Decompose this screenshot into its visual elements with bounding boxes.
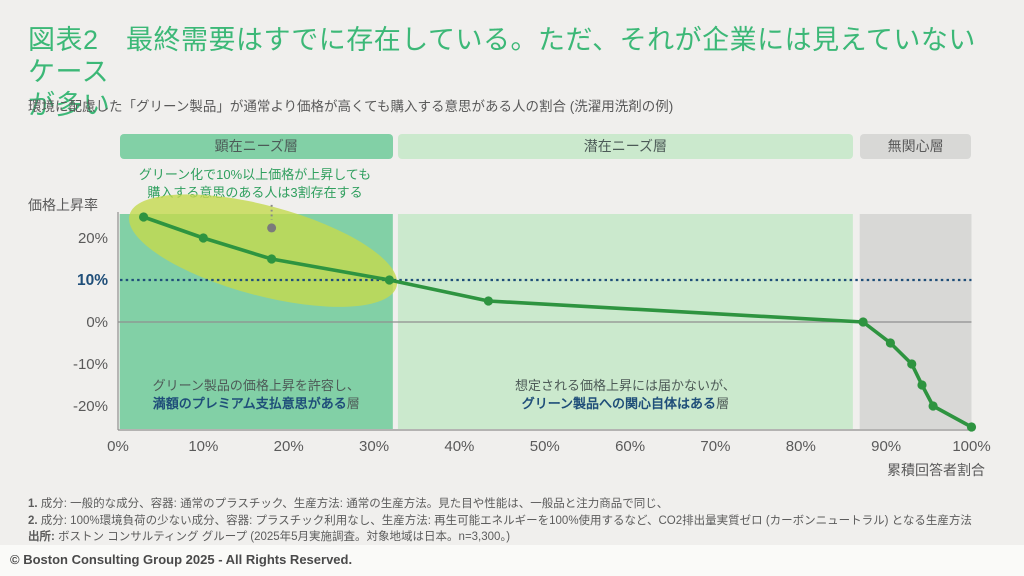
callout-annotation: グリーン化で10%以上価格が上昇しても 購入する意思のある人は3割存在する [134, 166, 376, 201]
zone1-caption: グリーン製品の価格上昇を許容し、 満額のプレミアム支払意思がある層 [125, 377, 387, 413]
x-axis-title: 累積回答者割合 [887, 462, 985, 478]
page-title-line2: が多い [28, 89, 111, 120]
zone-header-indifferent: 無関心層 [859, 134, 972, 159]
x-tick-label: 70% [700, 438, 730, 455]
chart-subtitle: 環境に配慮した「グリーン製品」が通常より価格が高くても購入する意思がある人の割合… [28, 99, 674, 114]
page-title-line1: 図表2 最終需要はすでに存在している。ただ、それが企業には見えていないケース [28, 25, 976, 88]
y-tick-label: 20% [78, 230, 108, 247]
x-tick-label: 30% [359, 438, 389, 455]
data-point-7 [907, 359, 917, 369]
copyright-notice: © Boston Consulting Group 2025 - All Rig… [10, 552, 353, 567]
zone-header-latent-needs: 潜在ニーズ層 [397, 134, 853, 159]
y-tick-label: -20% [73, 398, 108, 415]
zone1-caption-line2: 満額のプレミアム支払意思がある層 [152, 396, 360, 412]
footnote-1: 1. 成分: 一般的な成分、容器: 通常のプラスチック、生産方法: 通常の生産方… [28, 498, 669, 510]
footnote-source: 出所: ボストン コンサルティング グループ (2025年5月実施調査。対象地域… [28, 531, 511, 544]
x-tick-label: 0% [107, 438, 129, 455]
data-point-0 [139, 212, 149, 222]
data-point-1 [198, 233, 208, 243]
data-point-8 [917, 380, 927, 390]
footer-bar: © Boston Consulting Group 2025 - All Rig… [0, 545, 1024, 576]
data-point-4 [483, 296, 494, 306]
x-tick-label: 80% [786, 438, 816, 455]
callout-line1: グリーン化で10%以上価格が上昇しても [138, 167, 372, 182]
y-axis-title: 価格上昇率 [28, 197, 98, 213]
footnotes: 1. 成分: 一般的な成分、容器: 通常のプラスチック、生産方法: 通常の生産方… [28, 496, 998, 546]
footnote-2: 2. 成分: 100%環境負荷の少ない成分、容器: プラスチック利用なし、生産方… [28, 514, 972, 527]
annotation-marker [267, 223, 277, 233]
x-tick-label: 60% [615, 438, 645, 455]
data-point-5 [858, 317, 868, 327]
zone2-caption-line1: 想定される価格上昇には届かないが、 [515, 378, 736, 393]
zone2-caption-line2: グリーン製品への関心自体はある層 [521, 396, 730, 412]
zone2-caption: 想定される価格上昇には届かないが、 グリーン製品への関心自体はある層 [494, 377, 756, 413]
zone-band-2 [859, 214, 972, 429]
y-tick-label: 10% [77, 272, 108, 289]
data-point-2 [267, 254, 277, 264]
y-tick-label: 0% [86, 314, 108, 331]
x-tick-label: 10% [188, 438, 218, 455]
zone1-caption-line1: グリーン製品の価格上昇を許容し、 [152, 378, 360, 393]
x-tick-label: 100% [952, 438, 990, 455]
data-point-10 [966, 422, 977, 432]
x-tick-label: 50% [530, 438, 560, 455]
x-tick-label: 90% [871, 438, 901, 455]
data-point-3 [384, 275, 395, 285]
x-tick-label: 40% [444, 438, 474, 455]
zone-header-explicit-needs: 顕在ニーズ層 [119, 134, 393, 159]
data-point-6 [885, 338, 896, 348]
callout-line2: 購入する意思のある人は3割存在する [147, 184, 363, 200]
x-tick-label: 20% [274, 438, 304, 455]
data-point-9 [928, 401, 938, 411]
page-title: 図表2 最終需要はすでに存在している。ただ、それが企業には見えていないケース が… [28, 24, 988, 121]
y-tick-label: -10% [73, 356, 108, 373]
